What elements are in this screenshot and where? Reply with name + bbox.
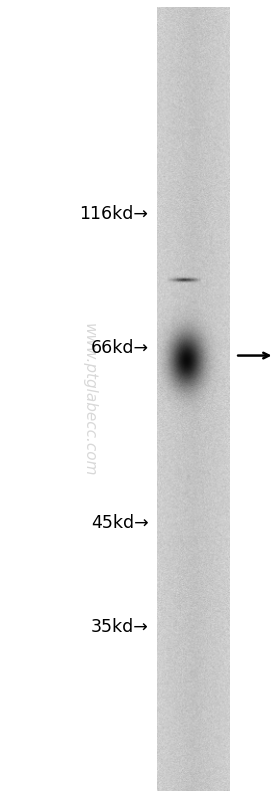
Text: 35kd→: 35kd→ [91,618,148,636]
Text: 45kd→: 45kd→ [91,515,148,532]
Text: 66kd→: 66kd→ [90,339,148,356]
Text: 116kd→: 116kd→ [80,205,148,223]
Text: www.ptglabecc.com: www.ptglabecc.com [82,323,97,476]
